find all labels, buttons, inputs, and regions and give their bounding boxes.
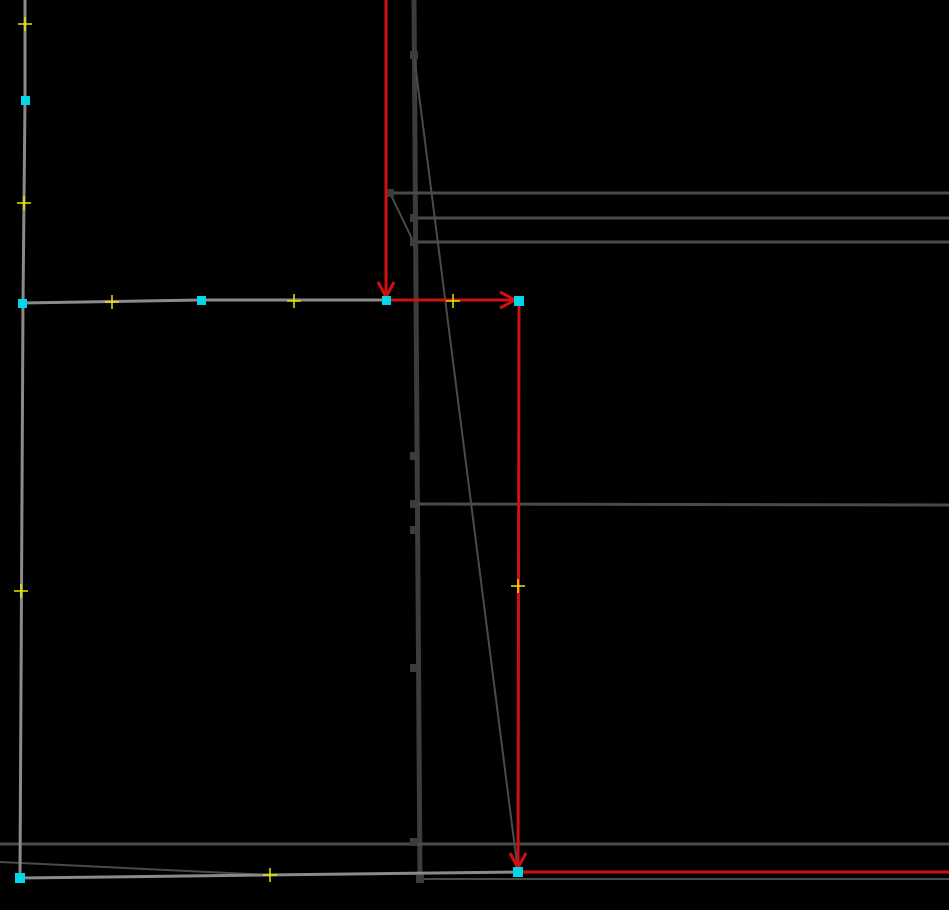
way-vertex[interactable] bbox=[410, 664, 418, 672]
node-square-icon[interactable] bbox=[18, 299, 27, 308]
midpoint-plus-icon[interactable] bbox=[446, 294, 460, 308]
midpoint-plus-icon[interactable] bbox=[511, 579, 525, 593]
midpoint-plus-icon[interactable] bbox=[14, 584, 28, 598]
way-vertex[interactable] bbox=[410, 838, 418, 846]
way-vertex[interactable] bbox=[416, 875, 424, 883]
way-vertex[interactable] bbox=[410, 500, 418, 508]
node-square-icon[interactable] bbox=[21, 96, 30, 105]
midpoint-plus-icon[interactable] bbox=[287, 294, 301, 308]
way-vertex[interactable] bbox=[386, 189, 394, 197]
selected-route[interactable] bbox=[376, 0, 949, 874]
way-vertex[interactable] bbox=[410, 238, 418, 246]
midpoint-handles bbox=[14, 17, 525, 882]
midpoint-plus-icon[interactable] bbox=[263, 868, 277, 882]
node-square-icon[interactable] bbox=[197, 296, 206, 305]
way-vertex[interactable] bbox=[410, 214, 418, 222]
way-vertical-main[interactable] bbox=[411, 0, 423, 881]
way-left-vertical[interactable] bbox=[18, 0, 27, 879]
background-ways bbox=[0, 0, 949, 883]
way-vertex[interactable] bbox=[410, 526, 418, 534]
node-square-icon[interactable] bbox=[513, 867, 523, 877]
way-diagonal-bottom-left[interactable] bbox=[0, 861, 271, 876]
way-vertex[interactable] bbox=[410, 51, 418, 59]
vertex-nodes bbox=[15, 96, 524, 883]
way-horizontal-504[interactable] bbox=[413, 502, 949, 507]
way-diagonal[interactable] bbox=[413, 54, 519, 873]
midpoint-plus-icon[interactable] bbox=[17, 196, 31, 210]
way-vertex[interactable] bbox=[410, 452, 418, 460]
node-square-icon[interactable] bbox=[15, 873, 25, 883]
way-branch-short[interactable] bbox=[389, 192, 415, 244]
midpoint-plus-icon[interactable] bbox=[18, 17, 32, 31]
midpoint-plus-icon[interactable] bbox=[105, 295, 119, 309]
node-square-icon[interactable] bbox=[382, 296, 391, 305]
highlighted-ways bbox=[18, 0, 519, 880]
node-square-icon[interactable] bbox=[514, 296, 524, 306]
